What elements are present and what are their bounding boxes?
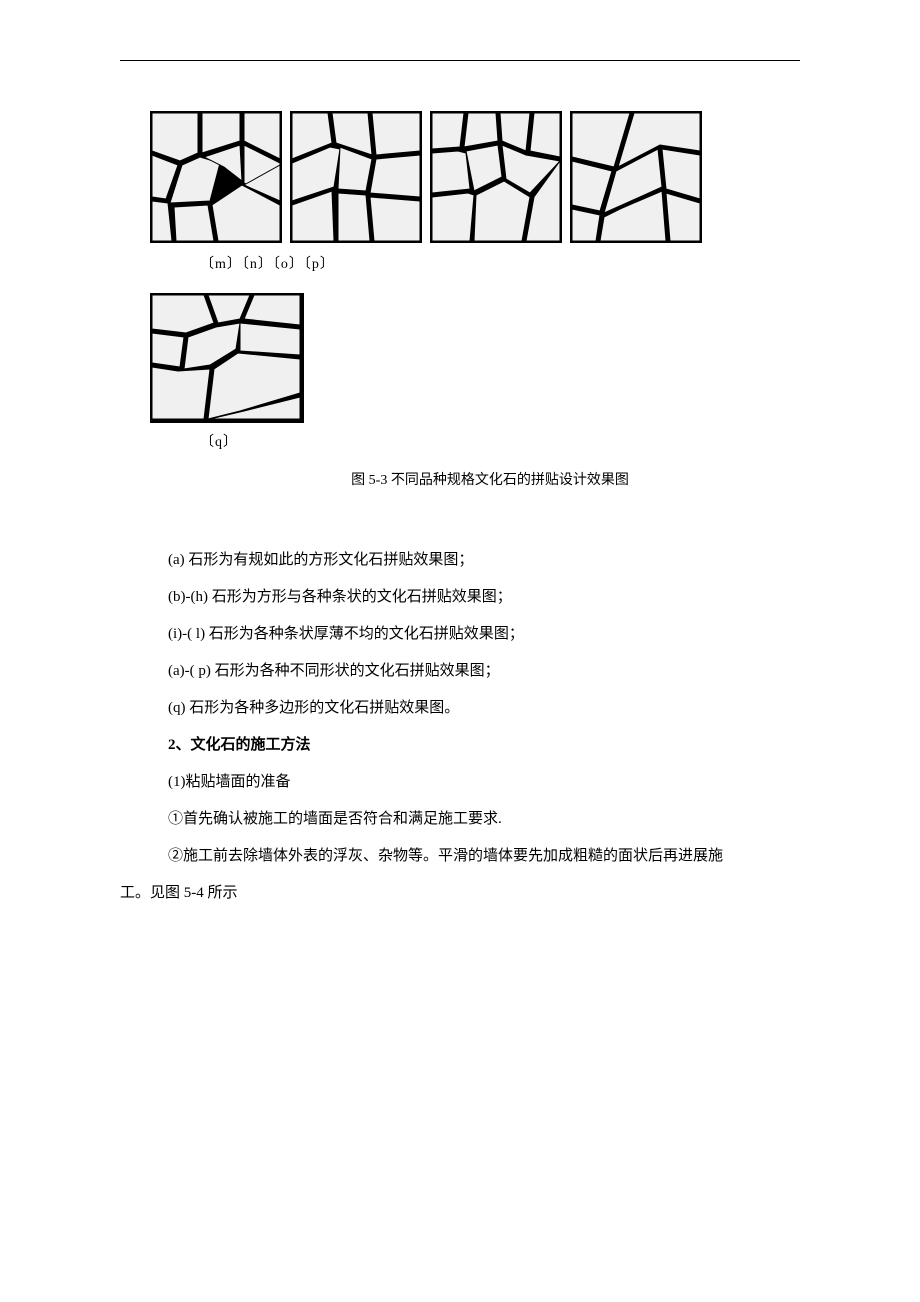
stone-panel-n	[290, 111, 422, 243]
stone-panel-p	[570, 111, 702, 243]
image-row-top	[150, 111, 800, 243]
stone-panel-m	[150, 111, 282, 243]
stone-svg-o	[430, 111, 562, 243]
body-heading: 2、文化石的施工方法	[168, 729, 800, 762]
body-line-7: ①首先确认被施工的墙面是否符合和满足施工要求.	[168, 803, 800, 836]
image-row-single	[150, 293, 800, 423]
page-content: 〔m〕〔n〕〔o〕〔p〕 〔q〕 图 5-3 不同品种规格文化石的拼贴设计效果图…	[0, 0, 920, 954]
stone-panel-q	[150, 293, 304, 423]
body-line-5: (q) 石形为各种多边形的文化石拼贴效果图。	[168, 692, 800, 725]
figure-caption: 图 5-3 不同品种规格文化石的拼贴设计效果图	[180, 469, 800, 489]
body-line-4: (a)-( p) 石形为各种不同形状的文化石拼贴效果图；	[168, 655, 800, 688]
body-line-6: (1)粘贴墙面的准备	[168, 766, 800, 799]
stone-svg-q	[150, 293, 304, 423]
stone-panel-o	[430, 111, 562, 243]
body-line-8b: 工。见图 5-4 所示	[120, 877, 800, 910]
header-line	[120, 60, 800, 61]
stone-svg-n	[290, 111, 422, 243]
label-q: 〔q〕	[200, 431, 800, 451]
stone-svg-m	[150, 111, 282, 243]
body-line-8a: ②施工前去除墙体外表的浮灰、杂物等。平滑的墙体要先加成粗糙的面状后再进展施	[120, 840, 800, 873]
body-line-3: (i)-( l) 石形为各种条状厚薄不均的文化石拼贴效果图；	[168, 618, 800, 651]
label-mnop: 〔m〕〔n〕〔o〕〔p〕	[200, 253, 800, 273]
body-line-2: (b)-(h) 石形为方形与各种条状的文化石拼贴效果图；	[168, 581, 800, 614]
body-line-1: (a) 石形为有规如此的方形文化石拼贴效果图；	[168, 544, 800, 577]
stone-svg-p	[570, 111, 702, 243]
